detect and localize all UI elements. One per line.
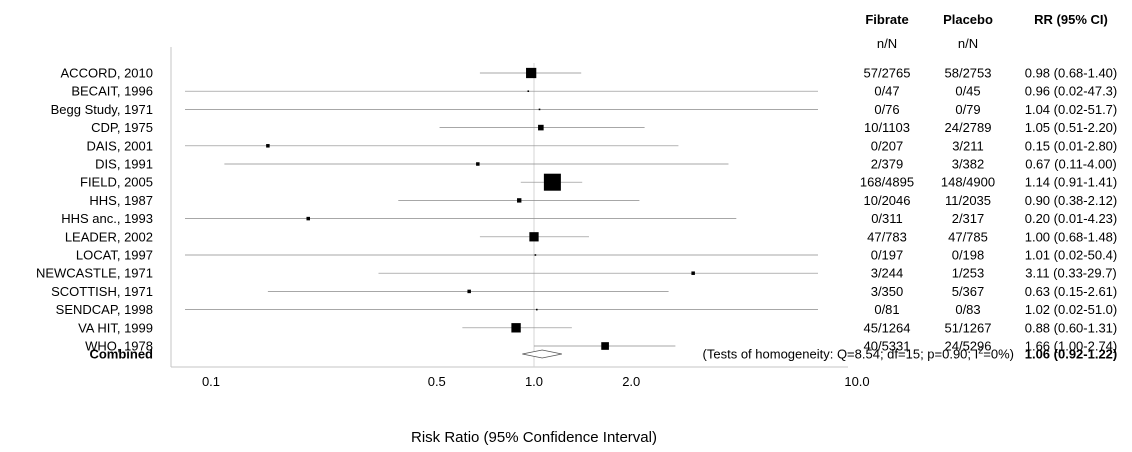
- placebo-events: 0/45: [955, 84, 980, 99]
- point-estimate-marker: [535, 308, 538, 311]
- risk-ratio-value: 1.04 (0.02-51.7): [1025, 102, 1118, 117]
- placebo-events: 47/785: [948, 229, 988, 244]
- point-estimate-marker: [266, 144, 270, 148]
- fibrate-events: 2/379: [871, 157, 904, 172]
- placebo-events: 3/382: [952, 157, 985, 172]
- fibrate-events: 45/1264: [864, 320, 911, 335]
- point-estimate-marker: [543, 173, 561, 191]
- study-label: SCOTTISH, 1971: [51, 284, 153, 299]
- fibrate-events: 0/76: [874, 102, 899, 117]
- study-label: LOCAT, 1997: [76, 248, 153, 263]
- risk-ratio-value: 1.14 (0.91-1.41): [1025, 175, 1118, 190]
- point-estimate-marker: [526, 67, 537, 79]
- placebo-events: 2/317: [952, 211, 985, 226]
- point-estimate-marker: [538, 124, 544, 131]
- point-estimate-marker: [601, 342, 609, 350]
- placebo-events: 0/198: [952, 248, 985, 263]
- placebo-events: 11/2035: [945, 193, 991, 208]
- fibrate-events: 0/47: [874, 84, 899, 99]
- fibrate-events: 168/4895: [860, 175, 914, 190]
- fibrate-events: 0/81: [874, 302, 899, 317]
- risk-ratio-value: 0.88 (0.60-1.31): [1025, 320, 1118, 335]
- x-tick-label: 0.1: [202, 374, 220, 389]
- placebo-events: 58/2753: [945, 66, 992, 81]
- study-label: FIELD, 2005: [80, 175, 153, 190]
- combined-estimate-diamond: [522, 349, 562, 359]
- study-label: LEADER, 2002: [65, 229, 153, 244]
- risk-ratio-value: 0.20 (0.01-4.23): [1025, 211, 1118, 226]
- fibrate-events: 57/2765: [864, 66, 911, 81]
- study-label: BECAIT, 1996: [71, 84, 153, 99]
- fibrate-events: 10/2046: [864, 193, 911, 208]
- point-estimate-marker: [467, 289, 471, 294]
- fibrate-events: 0/207: [871, 138, 904, 153]
- heterogeneity-superscript: 2: [978, 346, 983, 356]
- risk-ratio-value: 0.90 (0.38-2.12): [1025, 193, 1118, 208]
- fibrate-events: 47/783: [867, 229, 907, 244]
- study-label: DIS, 1991: [95, 157, 153, 172]
- point-estimate-marker: [529, 232, 539, 242]
- risk-ratio-value: 1.00 (0.68-1.48): [1025, 229, 1118, 244]
- combined-label: Combined: [89, 347, 153, 362]
- heterogeneity-text-main: (Tests of homogeneity: Q=8.54; df=15; p=…: [703, 347, 979, 362]
- x-tick-label: 2.0: [622, 374, 640, 389]
- fibrate-events: 40/5331: [864, 339, 911, 354]
- placebo-events: 0/79: [955, 102, 980, 117]
- point-estimate-marker: [517, 198, 522, 203]
- risk-ratio-value: 1.02 (0.02-51.0): [1025, 302, 1118, 317]
- study-label: NEWCASTLE, 1971: [36, 266, 153, 281]
- risk-ratio-value: 0.96 (0.02-47.3): [1025, 84, 1118, 99]
- risk-ratio-value: 1.05 (0.51-2.20): [1025, 120, 1118, 135]
- study-label: ACCORD, 2010: [61, 66, 153, 81]
- risk-ratio-value: 0.67 (0.11-4.00): [1025, 157, 1117, 172]
- placebo-column-header: Placebo: [943, 12, 993, 27]
- risk-ratio-value: 1.66 (1.00-2.74): [1025, 339, 1118, 354]
- study-label: CDP, 1975: [91, 120, 153, 135]
- risk-ratio-value: 0.63 (0.15-2.61): [1025, 284, 1118, 299]
- study-label: Begg Study, 1971: [51, 102, 153, 117]
- heterogeneity-text: (Tests of homogeneity: Q=8.54; df=15; p=…: [703, 346, 1014, 362]
- placebo-events: 24/2789: [945, 120, 992, 135]
- placebo-events: 1/253: [952, 266, 985, 281]
- point-estimate-marker: [476, 162, 480, 166]
- point-estimate-marker: [306, 216, 310, 221]
- study-label: VA HIT, 1999: [78, 320, 153, 335]
- x-tick-label: 10.0: [844, 374, 869, 389]
- fibrate-events: 0/197: [871, 248, 904, 263]
- placebo-events: 148/4900: [941, 175, 995, 190]
- study-label: DAIS, 2001: [87, 138, 154, 153]
- placebo-events: 0/83: [955, 302, 980, 317]
- x-axis-label: Risk Ratio (95% Confidence Interval): [411, 429, 657, 446]
- placebo-events: 5/367: [952, 284, 985, 299]
- fibrate-events: 0/311: [871, 211, 903, 226]
- fibrate-column-header: Fibrate: [865, 12, 909, 27]
- fibrate-column-subheader: n/N: [876, 36, 898, 51]
- fibrate-events: 10/1103: [864, 120, 910, 135]
- risk-ratio-value: 3.11 (0.33-29.7): [1025, 266, 1117, 281]
- placebo-column-subheader: n/N: [957, 36, 979, 51]
- risk-ratio-value: 0.98 (0.68-1.40): [1025, 66, 1118, 81]
- point-estimate-marker: [691, 271, 695, 275]
- fibrate-events: 3/244: [871, 266, 904, 281]
- point-estimate-marker: [538, 108, 541, 111]
- study-label: WHO, 1978: [85, 339, 153, 354]
- study-label: HHS anc., 1993: [61, 211, 153, 226]
- placebo-events: 3/211: [952, 138, 984, 153]
- risk-ratio-value: 1.01 (0.02-50.4): [1025, 248, 1118, 263]
- rr-column-header: RR (95% CI): [1034, 12, 1108, 27]
- placebo-events: 51/1267: [945, 320, 992, 335]
- risk-ratio-value: 0.15 (0.01-2.80): [1025, 138, 1118, 153]
- study-label: SENDCAP, 1998: [56, 302, 153, 317]
- point-estimate-marker: [534, 254, 537, 256]
- x-tick-label: 1.0: [525, 374, 543, 389]
- placebo-events: 24/5296: [945, 339, 992, 354]
- fibrate-events: 3/350: [871, 284, 904, 299]
- x-tick-label: 0.5: [428, 374, 446, 389]
- study-label: HHS, 1987: [89, 193, 153, 208]
- combined-risk-ratio: 1.06 (0.92-1.22): [1025, 347, 1118, 362]
- point-estimate-marker: [511, 323, 521, 333]
- heterogeneity-text-end: =0%): [983, 347, 1014, 362]
- point-estimate-marker: [527, 90, 530, 92]
